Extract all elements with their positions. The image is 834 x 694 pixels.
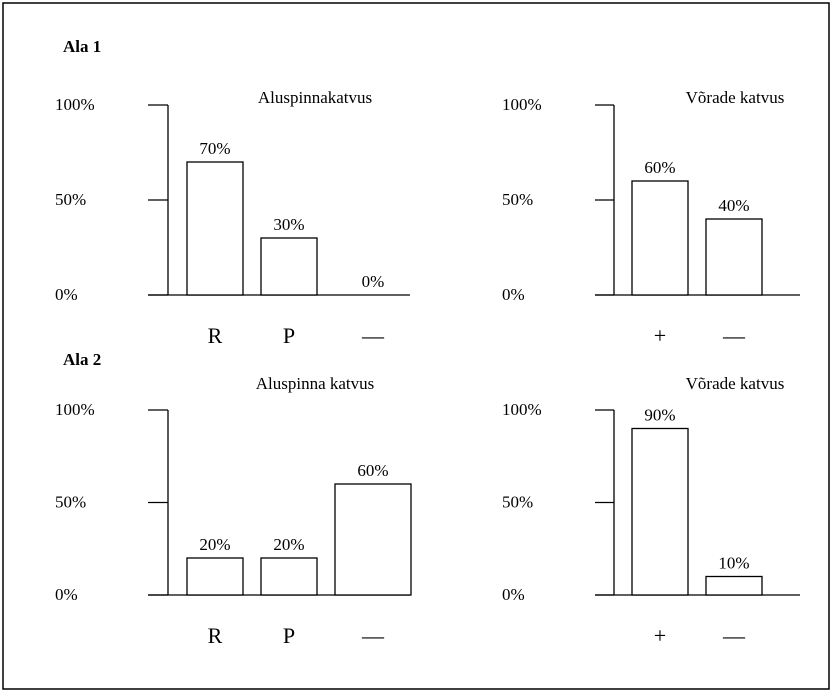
x-tick-label: + (654, 323, 666, 348)
y-tick-label: 100% (55, 400, 95, 419)
y-tick-label: 50% (502, 190, 533, 209)
value-label: 40% (718, 196, 749, 215)
value-label: 20% (199, 535, 230, 554)
y-tick-label: 0% (502, 285, 525, 304)
x-tick-label: P (283, 623, 295, 648)
value-label: 30% (273, 215, 304, 234)
x-tick-label: R (208, 623, 223, 648)
y-tick-label: 50% (55, 493, 86, 512)
value-label: 70% (199, 139, 230, 158)
x-tick-label: P (283, 323, 295, 348)
chart-title: Võrade katvus (686, 374, 785, 393)
bar (631, 427, 689, 596)
bar (631, 180, 689, 296)
x-tick-label: + (654, 623, 666, 648)
chart-title: Aluspinnakatvus (258, 88, 372, 107)
value-label: 0% (362, 272, 385, 291)
x-tick-label: — (722, 623, 746, 648)
value-label: 60% (357, 461, 388, 480)
value-label: 90% (644, 406, 675, 425)
bar (334, 483, 412, 596)
bar (186, 161, 244, 296)
chart-title: Aluspinna katvus (256, 374, 375, 393)
bar (260, 557, 318, 596)
value-label: 20% (273, 535, 304, 554)
y-tick-label: 100% (502, 400, 542, 419)
area-label: Ala 1 (63, 37, 101, 56)
y-tick-label: 100% (502, 95, 542, 114)
x-tick-label: — (722, 323, 746, 348)
value-label: 60% (644, 158, 675, 177)
y-tick-label: 50% (55, 190, 86, 209)
y-tick-label: 0% (55, 285, 78, 304)
bar (705, 218, 763, 296)
value-label: 10% (718, 554, 749, 573)
y-tick-label: 100% (55, 95, 95, 114)
area-label: Ala 2 (63, 350, 101, 369)
chart-title: Võrade katvus (686, 88, 785, 107)
bar (705, 575, 763, 596)
bar (260, 237, 318, 296)
x-tick-label: — (361, 623, 385, 648)
y-tick-label: 0% (55, 585, 78, 604)
y-tick-label: 50% (502, 493, 533, 512)
bar (186, 557, 244, 596)
x-tick-label: — (361, 323, 385, 348)
y-tick-label: 0% (502, 585, 525, 604)
x-tick-label: R (208, 323, 223, 348)
